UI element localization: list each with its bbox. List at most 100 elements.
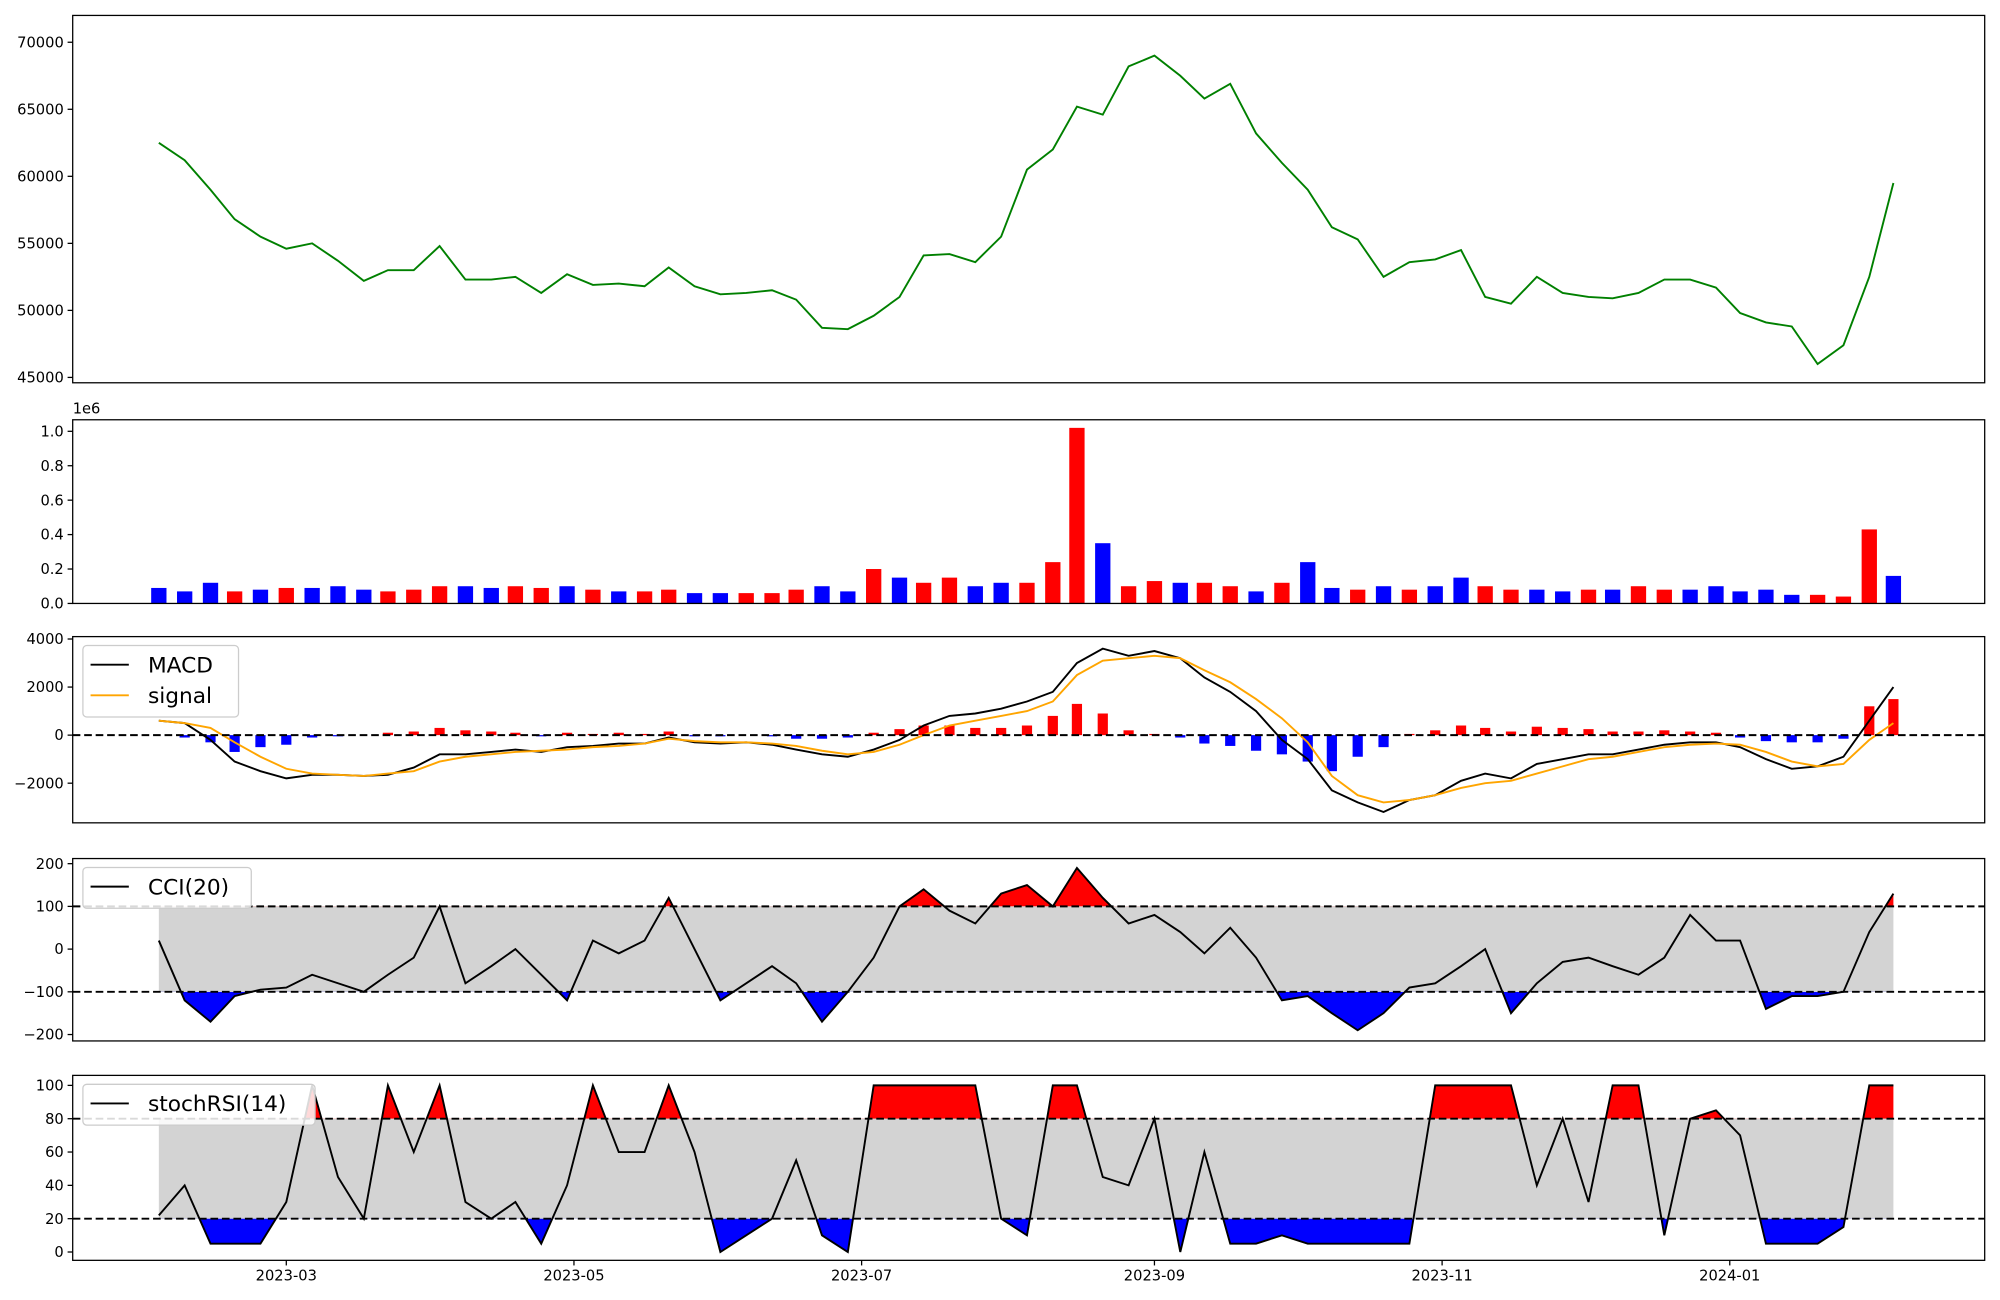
histogram-bar xyxy=(486,731,497,736)
volume-bar xyxy=(406,589,422,604)
histogram-bar xyxy=(1888,699,1899,736)
volume-bar xyxy=(1708,586,1724,604)
volume-bar xyxy=(891,577,908,604)
histogram-bar xyxy=(842,735,853,738)
histogram-bar xyxy=(1250,735,1262,751)
y-tick-label: 60 xyxy=(45,1144,64,1161)
histogram-bar xyxy=(382,732,394,736)
histogram-bar xyxy=(613,732,624,736)
legend-box xyxy=(82,644,240,718)
y-tick-label: 0 xyxy=(54,941,63,958)
histogram-bar xyxy=(1326,735,1337,772)
volume-bar xyxy=(1172,582,1188,604)
volume-bar xyxy=(483,587,499,604)
x-tick-label: 2023-03 xyxy=(256,1268,317,1285)
volume-bar xyxy=(1809,594,1826,604)
volume-bar xyxy=(941,577,958,604)
y-tick-label: 1.0 xyxy=(40,423,63,440)
volume-bar xyxy=(661,589,677,604)
histogram-bar xyxy=(1734,735,1746,738)
histogram-bar xyxy=(1505,731,1517,736)
price-line xyxy=(158,54,1895,366)
histogram-bar xyxy=(1199,735,1210,744)
volume-bar xyxy=(1885,575,1902,604)
y-tick-label: −200 xyxy=(24,1027,64,1044)
y-tick-label: 70000 xyxy=(17,34,64,51)
axes-frame xyxy=(72,14,1986,384)
y-tick-label: −100 xyxy=(24,984,64,1001)
x-tick-label: 2023-09 xyxy=(1124,1268,1185,1285)
panel xyxy=(151,427,1902,604)
volume-bar xyxy=(356,589,372,604)
volume-bar xyxy=(1146,581,1163,604)
x-tick-label: 2024-01 xyxy=(1699,1268,1760,1285)
histogram-bar xyxy=(868,732,879,736)
volume-bar xyxy=(1248,591,1264,604)
histogram-bar xyxy=(944,725,955,736)
legend-label: signal xyxy=(148,684,212,709)
y-tick-label: 0 xyxy=(54,1244,63,1261)
histogram-bar xyxy=(434,727,445,736)
histogram-bar xyxy=(1021,725,1033,736)
axes-frame xyxy=(72,857,1986,1042)
histogram-bar xyxy=(1812,735,1823,743)
axes-frame xyxy=(72,419,1986,605)
axes-frame xyxy=(72,1074,1986,1261)
y-tick-label: 55000 xyxy=(17,235,64,252)
histogram-bar xyxy=(460,730,471,736)
volume-bar xyxy=(636,591,653,604)
volume-bar xyxy=(1656,589,1672,604)
volume-bar xyxy=(1274,582,1290,604)
series-line xyxy=(158,647,1895,814)
x-tick-label: 2023-05 xyxy=(543,1268,604,1285)
histogram-bar xyxy=(1123,730,1134,736)
overbought-fill xyxy=(304,1085,1894,1119)
y-tick-label: 0 xyxy=(54,727,63,744)
volume-bar xyxy=(1784,594,1800,604)
histogram-bar xyxy=(1047,715,1058,736)
histogram-bar xyxy=(816,735,828,739)
legend-label: stochRSI(14) xyxy=(148,1092,286,1117)
volume-bar xyxy=(967,586,983,604)
y-offset-label: 1e6 xyxy=(73,400,101,417)
histogram-bar xyxy=(408,731,419,736)
volume-bar xyxy=(788,589,804,604)
volume-bar xyxy=(330,586,346,604)
volume-bar xyxy=(1580,589,1597,604)
y-tick-label: −2000 xyxy=(14,775,64,792)
volume-bar xyxy=(1019,582,1035,604)
volume-bar xyxy=(1196,582,1213,604)
volume-bar xyxy=(738,593,754,604)
histogram-bar xyxy=(1659,730,1670,736)
volume-bar xyxy=(1120,586,1137,604)
legend-box xyxy=(82,866,252,909)
volume-bar xyxy=(1045,562,1061,604)
volume-bar xyxy=(533,587,549,604)
y-tick-label: 40 xyxy=(45,1177,64,1194)
volume-bar xyxy=(585,589,601,604)
histogram-bar xyxy=(307,735,318,738)
histogram-bar xyxy=(1276,735,1288,755)
histogram-bar xyxy=(894,729,905,736)
volume-bar xyxy=(764,593,780,604)
volume-bar xyxy=(1861,529,1877,604)
histogram-bar xyxy=(1352,735,1363,757)
histogram-bar xyxy=(281,735,292,745)
y-tick-label: 45000 xyxy=(17,370,64,387)
volume-bar xyxy=(866,569,882,604)
volume-bar xyxy=(1324,587,1340,604)
histogram-bar xyxy=(229,735,240,752)
histogram-bar xyxy=(791,735,802,739)
volume-bar xyxy=(457,586,474,604)
volume-bar xyxy=(1069,427,1085,604)
x-tick-label: 2023-11 xyxy=(1411,1268,1472,1285)
overbought-fill xyxy=(158,867,1894,907)
panel xyxy=(72,1081,1985,1254)
panel xyxy=(72,647,1985,814)
volume-bar xyxy=(1453,577,1469,604)
histogram-bar xyxy=(1225,735,1236,746)
volume-bar xyxy=(278,587,294,604)
histogram-bar xyxy=(1760,735,1772,742)
volume-bar xyxy=(712,593,729,604)
